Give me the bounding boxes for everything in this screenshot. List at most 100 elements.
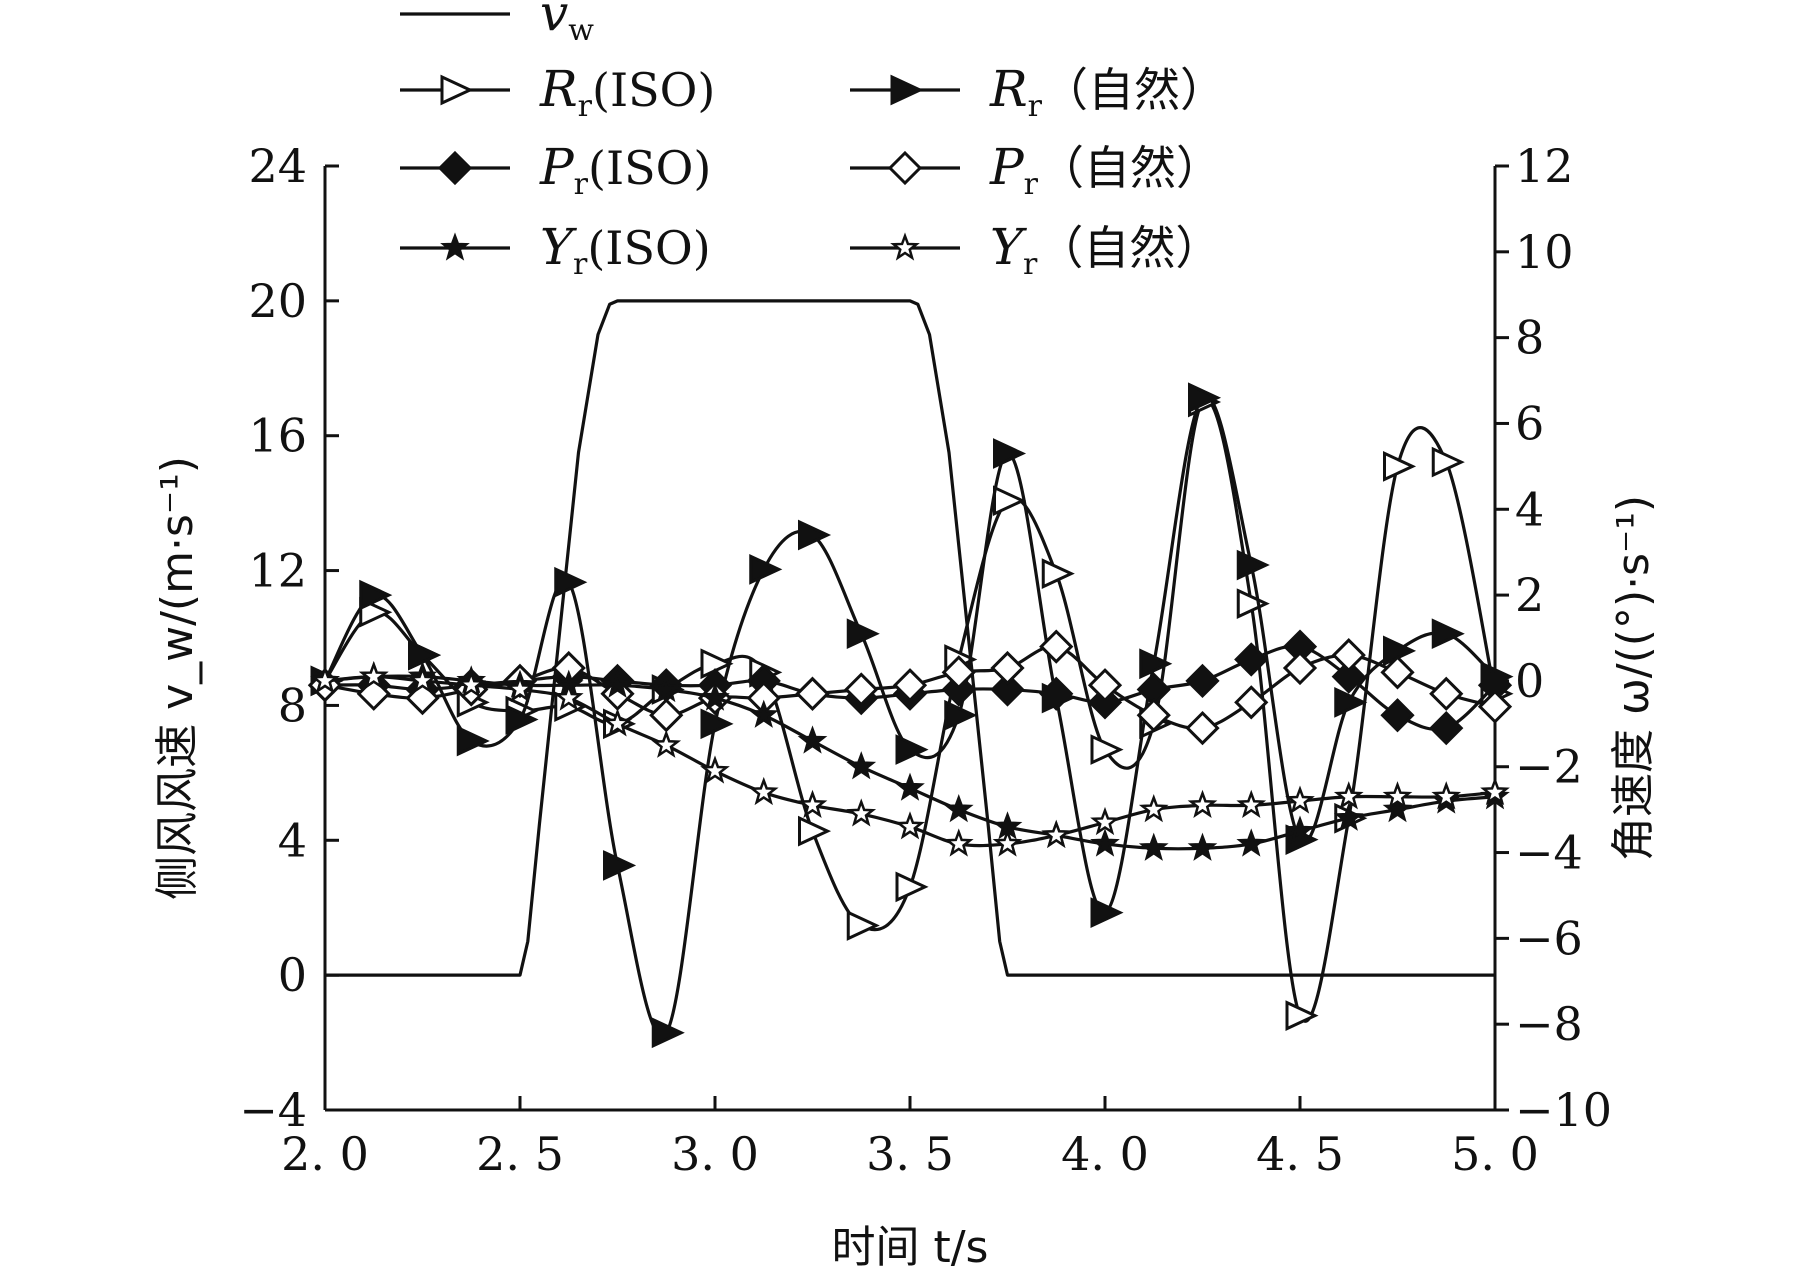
y-right-tick-label: 12 [1515, 139, 1574, 193]
series-point [1090, 897, 1124, 928]
x-tick-label: 2. 0 [281, 1127, 369, 1181]
y-right-tick-label: −10 [1515, 1083, 1612, 1137]
series-point [553, 682, 584, 711]
series-point [1185, 710, 1220, 746]
series-point [846, 618, 880, 650]
series-point [1331, 638, 1366, 673]
series-point [1139, 648, 1173, 680]
legend-label: Yr(ISO) [540, 218, 711, 282]
series-point [798, 815, 832, 847]
series-point [1039, 676, 1074, 711]
series-point [407, 665, 438, 694]
legend-label: Rr(ISO) [539, 60, 715, 124]
series-point [895, 772, 925, 801]
series-point [651, 673, 682, 703]
series-point [1477, 689, 1513, 724]
series-point [358, 661, 389, 690]
x-tick-label: 3. 0 [671, 1127, 759, 1181]
series-point [797, 725, 828, 754]
legend-item: Yr(ISO) [400, 218, 711, 282]
series-point [1234, 685, 1269, 720]
series-point [1431, 618, 1465, 650]
y-left-tick-label: 0 [278, 948, 307, 1002]
series-point [1136, 698, 1171, 733]
legend-item: Pr（自然） [850, 138, 1222, 202]
series-point [993, 438, 1027, 469]
x-tick-label: 2. 5 [476, 1127, 564, 1181]
series-point [603, 850, 637, 881]
y-right-tick-label: −4 [1515, 826, 1583, 880]
series-point [1431, 781, 1462, 810]
legend-marker [890, 74, 924, 106]
series-point [554, 566, 588, 598]
series-point [844, 672, 879, 707]
legend: vw Rr(ISO) Rr（自然） Pr(ISO) Pr（自然） Yr(ISO) Yr（自然… [400, 0, 1226, 282]
series-point [748, 699, 779, 728]
series-point [1285, 815, 1315, 844]
series-point [895, 871, 929, 903]
x-tick-label: 5. 0 [1451, 1127, 1539, 1181]
series-point [1236, 828, 1267, 857]
series-point [1090, 734, 1124, 765]
series-point [990, 672, 1025, 707]
legend-item: Yr（自然） [850, 218, 1221, 282]
series-point [1333, 802, 1364, 831]
y-right-tick-label: 0 [1515, 654, 1544, 708]
legend-label: Rr（自然） [989, 60, 1226, 124]
y-right-tick-label: −2 [1515, 740, 1583, 794]
series-point [990, 650, 1025, 686]
series-point [1236, 549, 1270, 581]
series-point [795, 676, 830, 711]
y-left-tick-label: 12 [248, 544, 307, 598]
legend-item: Pr(ISO) [400, 138, 711, 202]
series-point [1188, 382, 1222, 414]
series-point [943, 828, 974, 857]
series-point [1382, 781, 1413, 810]
y-left-tick-label: 8 [278, 678, 307, 732]
series-point [1236, 789, 1267, 818]
legend-marker [437, 150, 473, 186]
series-point [649, 698, 684, 733]
series-point [505, 673, 535, 703]
series-point [1187, 832, 1218, 861]
series-point [651, 729, 682, 758]
y-left-tick-label: −4 [239, 1083, 307, 1137]
series-point [1234, 642, 1269, 677]
y-right-tick-label: −6 [1515, 911, 1583, 965]
series-4 [307, 629, 1513, 746]
y-left-tick-label: 4 [278, 813, 307, 867]
series-point [1380, 655, 1415, 690]
legend-label: Yr（自然） [990, 218, 1221, 282]
series-6 [310, 661, 1510, 857]
series-point [1285, 785, 1315, 814]
series-point [1236, 588, 1270, 620]
legend-marker [440, 74, 474, 106]
series-point [895, 734, 929, 765]
series-point [602, 708, 633, 737]
y-right-tick-label: 2 [1515, 568, 1544, 622]
series-point [1380, 698, 1415, 733]
series-point [846, 798, 877, 827]
series-point [943, 794, 974, 823]
series-point [602, 669, 633, 698]
series-point [456, 669, 487, 698]
y-right-tick-label: −8 [1515, 997, 1583, 1051]
series-point [941, 672, 976, 707]
series-point [408, 639, 442, 671]
legend-item: Rr(ISO) [400, 60, 715, 124]
y-right-tick-label: 4 [1515, 482, 1544, 536]
y-right-axis-title: 角速度 ω/((°)·s⁻¹) [1608, 495, 1659, 861]
series-point [1187, 789, 1218, 818]
series-point [1429, 710, 1464, 746]
series-point [505, 704, 539, 735]
series-point [310, 665, 340, 694]
legend-label: Pr（自然） [989, 138, 1222, 202]
legend-marker [440, 232, 470, 261]
series-point [1383, 451, 1417, 482]
series-point [700, 708, 734, 740]
series-point [1185, 663, 1220, 699]
legend-label: vw [540, 0, 594, 48]
y-left-tick-label: 24 [248, 139, 307, 193]
series-point [1039, 629, 1074, 664]
